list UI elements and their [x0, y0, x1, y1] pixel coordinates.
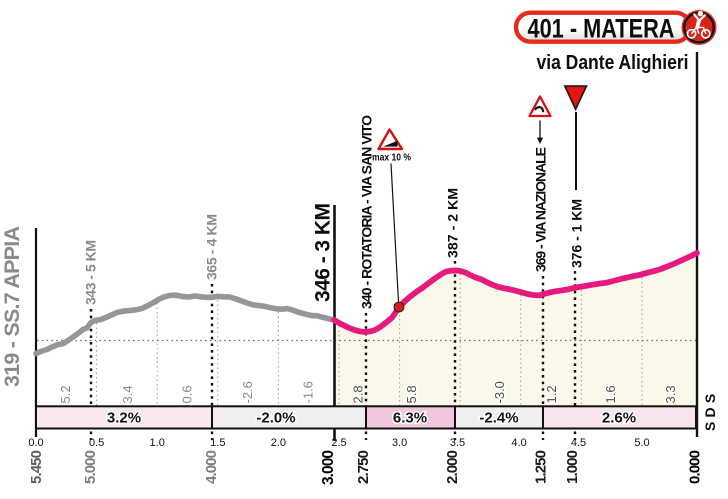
svg-text:1.0: 1.0 [150, 437, 165, 449]
svg-text:376 - 1 KM: 376 - 1 KM [569, 199, 585, 268]
svg-text:3.000: 3.000 [320, 450, 337, 485]
svg-text:346 - 3 KM: 346 - 3 KM [312, 203, 335, 302]
svg-text:5.000: 5.000 [82, 450, 99, 484]
svg-text:5.8: 5.8 [404, 385, 419, 403]
svg-text:SDS: SDS [702, 390, 718, 431]
svg-text:369 - VIA NAZIONALE: 369 - VIA NAZIONALE [533, 147, 549, 272]
svg-text:0.000: 0.000 [687, 450, 704, 484]
svg-text:3.4: 3.4 [120, 385, 135, 403]
svg-text:6.3%: 6.3% [393, 410, 427, 427]
svg-text:-2.0%: -2.0% [256, 410, 295, 427]
svg-text:365 - 4 KM: 365 - 4 KM [204, 214, 220, 280]
svg-text:2.0: 2.0 [271, 437, 286, 449]
svg-text:343 - 5 KM: 343 - 5 KM [83, 240, 99, 305]
svg-text:2.750: 2.750 [355, 450, 372, 484]
svg-text:401 - MATERA: 401 - MATERA [528, 13, 675, 43]
svg-text:1.6: 1.6 [603, 385, 618, 403]
svg-text:-3.0: -3.0 [492, 381, 507, 403]
svg-text:3.2%: 3.2% [107, 410, 141, 427]
svg-text:0.0: 0.0 [28, 437, 43, 449]
svg-text:4.0: 4.0 [511, 437, 526, 449]
svg-text:0.5: 0.5 [89, 437, 104, 449]
svg-text:1.5: 1.5 [210, 437, 225, 449]
svg-text:3.3: 3.3 [663, 385, 678, 403]
svg-text:via Dante Alighieri: via Dante Alighieri [537, 51, 689, 74]
svg-text:340 - ROTATORIA - VIA SAN VITO: 340 - ROTATORIA - VIA SAN VITO [359, 115, 375, 309]
svg-text:2.5: 2.5 [331, 437, 346, 449]
svg-text:-1.6: -1.6 [301, 381, 316, 403]
svg-text:4.5: 4.5 [571, 437, 586, 449]
svg-text:1.000: 1.000 [564, 450, 581, 484]
svg-text:max 10 %: max 10 % [372, 152, 412, 164]
svg-text:2.8: 2.8 [351, 385, 366, 403]
svg-text:-2.6: -2.6 [240, 381, 255, 403]
svg-text:5.2: 5.2 [58, 385, 73, 403]
svg-text:2.000: 2.000 [444, 450, 461, 484]
svg-text:3.0: 3.0 [392, 437, 407, 449]
svg-text:387 - 2 KM: 387 - 2 KM [445, 188, 461, 258]
svg-text:2.6%: 2.6% [602, 410, 636, 427]
svg-text:-2.4%: -2.4% [479, 410, 518, 427]
svg-text:319 - SS.7 APPIA: 319 - SS.7 APPIA [0, 226, 24, 387]
svg-text:4.000: 4.000 [203, 450, 220, 484]
svg-text:5.0: 5.0 [634, 437, 649, 449]
svg-text:3.5: 3.5 [450, 437, 465, 449]
svg-text:1.2: 1.2 [544, 385, 559, 403]
svg-text:0.6: 0.6 [180, 385, 195, 403]
svg-text:1.250: 1.250 [533, 450, 550, 484]
svg-text:5.450: 5.450 [28, 450, 45, 484]
